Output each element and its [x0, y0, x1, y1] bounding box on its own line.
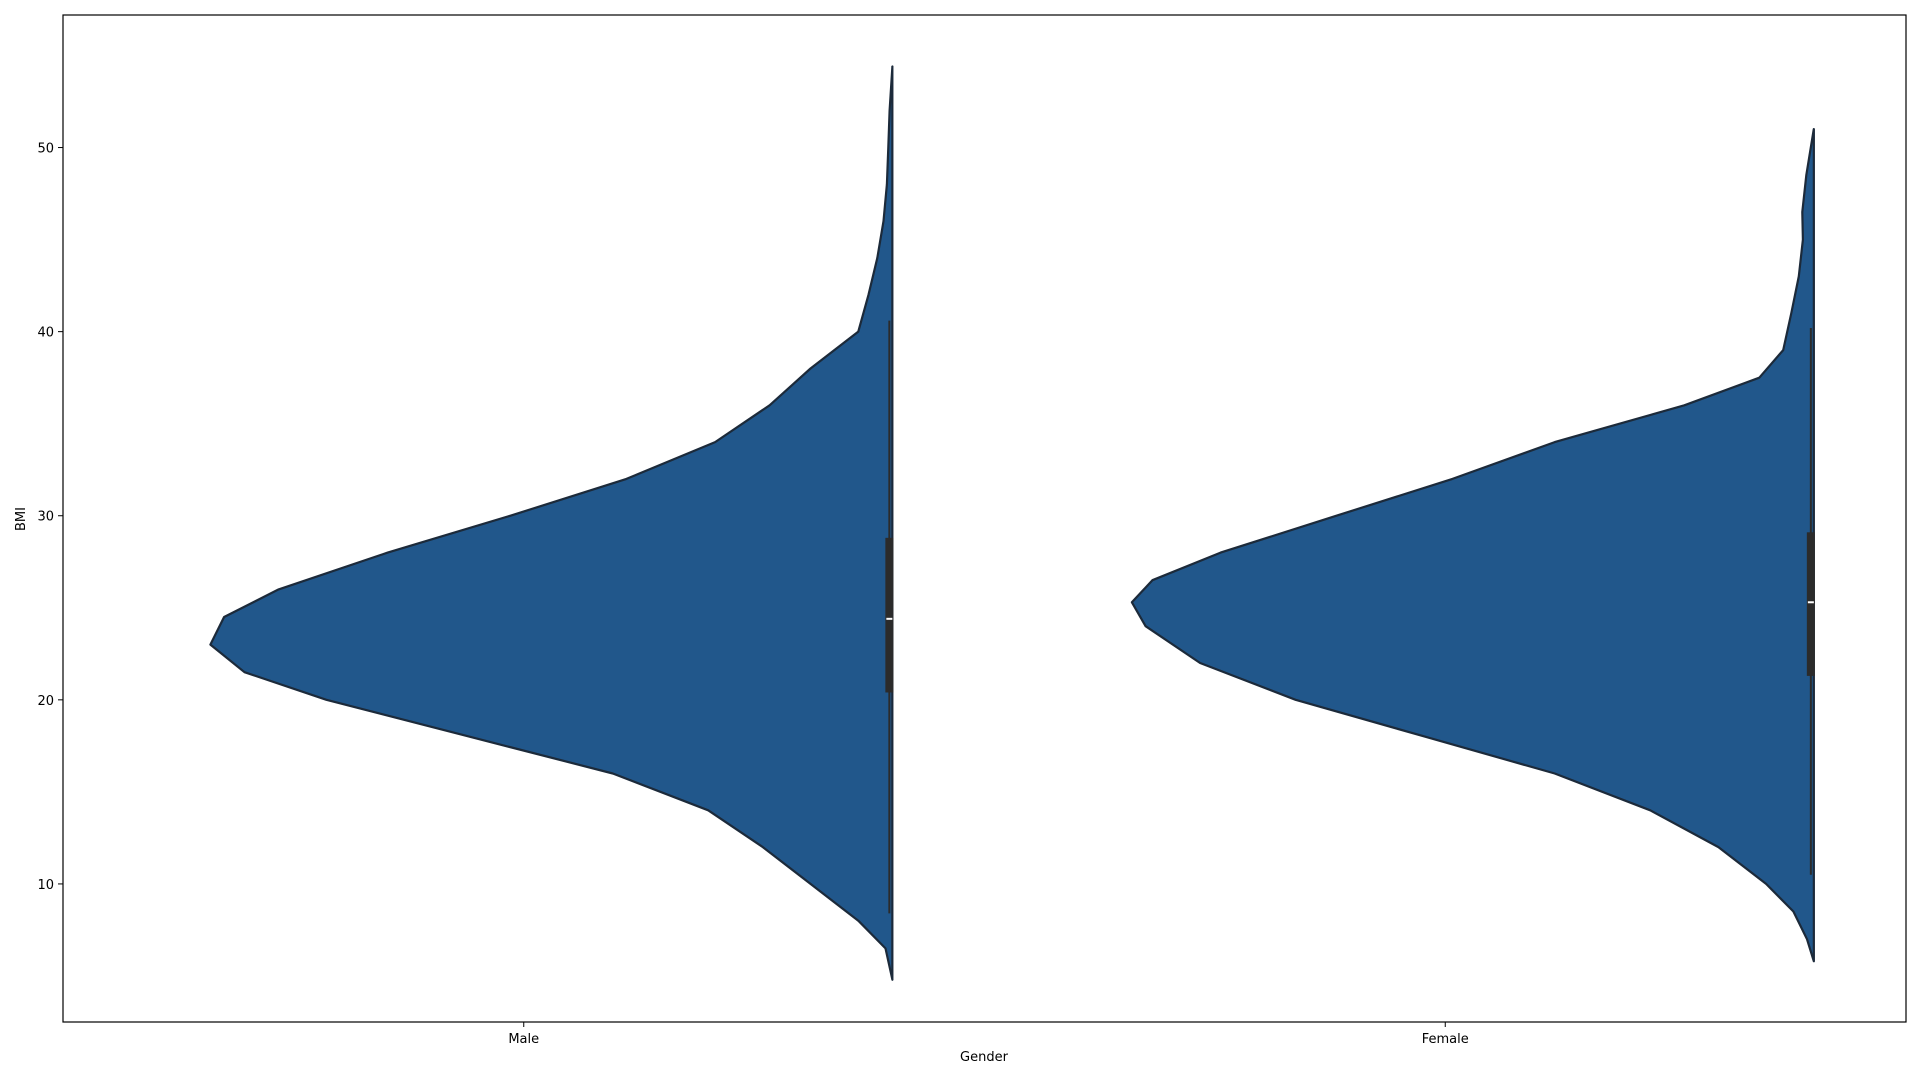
y-tick-label: 30 [37, 510, 54, 525]
violin-female [1130, 128, 1815, 963]
y-tick-label: 40 [37, 326, 54, 341]
iqr-box-male [885, 537, 894, 693]
violins-layer [209, 65, 1815, 981]
x-axis: Male Female [508, 1022, 1469, 1047]
y-tick-label: 10 [37, 878, 54, 893]
x-tick-label: Female [1422, 1032, 1469, 1047]
y-axis-label: BMI [14, 507, 29, 531]
plot-frame [62, 14, 1907, 1023]
y-tick-label: 50 [37, 142, 54, 157]
y-axis: 10 20 30 40 50 [37, 142, 63, 893]
x-tick-label: Male [508, 1032, 539, 1047]
iqr-box-female [1806, 532, 1815, 676]
y-tick-label: 20 [37, 694, 54, 709]
x-axis-label: Gender [960, 1050, 1009, 1065]
violin-male [209, 65, 894, 981]
